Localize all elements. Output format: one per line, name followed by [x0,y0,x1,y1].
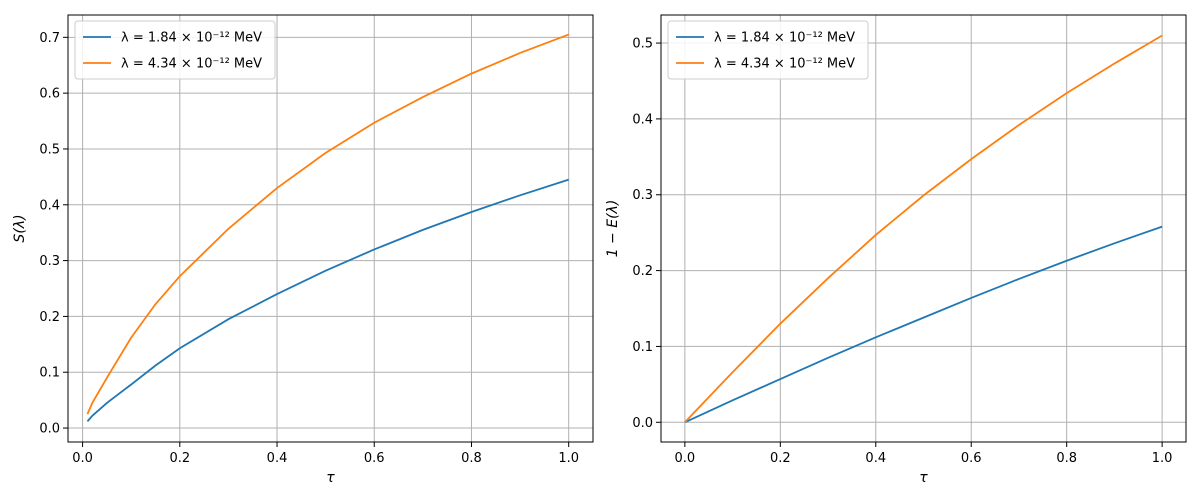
x-tick-label: 0.2 [169,451,190,466]
chart-panel-1: 0.0 0.2 0.4 0.6 0.8 1.0 0.0 0.1 0.2 0.3 0.4 0.5 0.6 0… [12,14,594,486]
x-axis-label: τ [326,470,335,486]
x-tick-label: 0.6 [364,451,385,466]
legend-label-2: λ = 4.34 × 10⁻¹² MeV [121,57,262,72]
y-tick-label: 0.3 [632,188,653,203]
x-tick-label: 0.0 [72,451,93,466]
series-line-2 [86,33,570,415]
plot-frame [660,14,1187,443]
legend: λ = 1.84 × 10⁻¹² MeV λ = 4.34 × 10⁻¹² MeV [667,20,869,80]
y-tick-label: 0.1 [39,366,60,381]
chart-panel-2: 0.0 0.2 0.4 0.6 0.8 1.0 0.0 0.1 0.2 0.3 0.4 0.5 τ 1 −… [605,14,1187,486]
legend-label-1: λ = 1.84 × 10⁻¹² MeV [121,31,262,46]
y-tick-label: 0.5 [632,37,653,52]
legend-label-1: λ = 1.84 × 10⁻¹² MeV [714,31,855,46]
y-tick-label: 0.2 [632,264,653,279]
x-tick-label: 0.0 [675,451,696,466]
series-line-2 [684,34,1163,423]
x-tick-label: 0.4 [267,451,288,466]
x-tick-label: 1.0 [1152,451,1173,466]
y-tick-label: 0.2 [39,310,60,325]
y-tick-label: 0.4 [632,112,653,127]
y-axis-label: 1 − E(λ) [605,200,621,258]
x-tick-label: 0.8 [1056,451,1077,466]
y-tick-label: 0.0 [632,416,653,431]
x-tick-label: 0.2 [770,451,791,466]
y-tick-label: 0.7 [39,31,60,46]
y-tick-label: 0.4 [39,198,60,213]
y-tick-label: 0.3 [39,254,60,269]
legend-box [667,20,869,80]
legend-label-2: λ = 4.34 × 10⁻¹² MeV [714,57,855,72]
plot-frame [67,14,594,443]
x-tick-label: 1.0 [558,451,579,466]
x-tick-label: 0.8 [461,451,482,466]
y-tick-label: 0.1 [632,340,653,355]
x-axis-label: τ [919,470,928,486]
y-tick-label: 0.6 [39,87,60,102]
x-tick-label: 0.4 [865,451,886,466]
legend: λ = 1.84 × 10⁻¹² MeV λ = 4.34 × 10⁻¹² MeV [74,20,276,80]
series-line-1 [684,225,1163,424]
x-tick-label: 0.6 [961,451,982,466]
y-axis-label: S(λ) [12,214,28,242]
series-line-1 [86,178,569,422]
y-tick-label: 0.5 [39,142,60,157]
y-tick-label: 0.0 [39,422,60,437]
legend-box [74,20,276,80]
